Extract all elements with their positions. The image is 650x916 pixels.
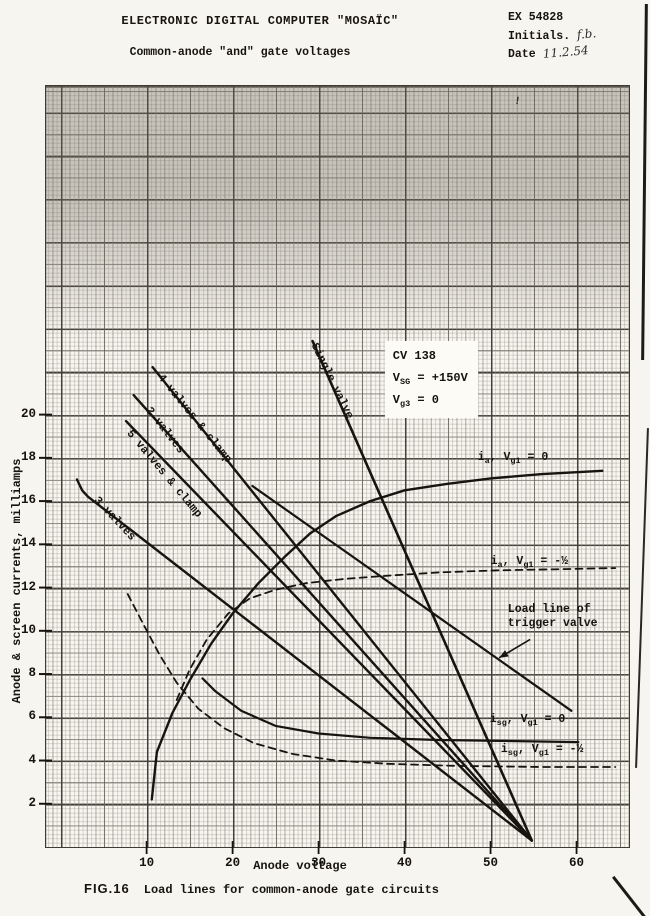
- y-tick-label: 14: [20, 536, 36, 551]
- label-text: = 0: [520, 451, 549, 465]
- label-text: = +150V: [410, 370, 468, 385]
- tube-conditions-label: CV 138 VSG = +150V Vg3 = 0: [384, 341, 478, 419]
- figure-caption: FIG.16 Load lines for common-anode gate c…: [84, 881, 439, 897]
- label-text: = 0: [537, 713, 566, 726]
- label-subscript: g3: [400, 398, 411, 409]
- curve-ia-vg1-0: [150, 469, 604, 801]
- label-text: , V: [506, 713, 528, 726]
- label-text: , V: [489, 451, 511, 465]
- date-row: Date 11.2.54: [508, 43, 596, 64]
- label-text: i: [489, 713, 497, 726]
- label-text: Load line of: [507, 602, 591, 616]
- date-label: Date: [508, 48, 536, 62]
- y-tick-label: 8: [28, 666, 36, 681]
- curve-two-valves: [132, 394, 533, 842]
- corner-pen-stroke: [612, 876, 649, 916]
- label-text: , V: [502, 555, 524, 569]
- y-tick-label: 10: [20, 622, 36, 637]
- initials-row: Initials. f.b.: [508, 25, 597, 46]
- label-subscript: a: [484, 456, 490, 467]
- label-text: = -½: [548, 743, 584, 757]
- x-tick-label: 50: [483, 856, 499, 870]
- label-text: CV 138: [392, 349, 437, 364]
- figure-caption-text: Load lines for common-anode gate circuit…: [143, 883, 439, 897]
- x-tick-label: 30: [311, 856, 327, 870]
- label-subscript: sg: [496, 718, 507, 728]
- x-tick-label: 10: [139, 856, 155, 870]
- curve-five-valves-clamp: [124, 419, 533, 842]
- date-handwriting: 11.2.54: [541, 43, 589, 62]
- trigger-load-line-label: Load line of trigger valve: [508, 603, 598, 632]
- label-text: i: [500, 743, 508, 757]
- trigger-label-arrowhead: [499, 650, 509, 658]
- figure-number: FIG.16: [84, 881, 130, 896]
- label-text: trigger valve: [507, 617, 598, 631]
- initials-label: Initials.: [508, 29, 571, 43]
- label-text: = 0: [410, 392, 440, 407]
- y-tick-label: 4: [28, 752, 36, 767]
- y-axis-title: Anode & screen currents, milliamps: [10, 458, 24, 704]
- load-line-chart: 10 20 30 40 50 60 2 4 6 8 10 12 14 16 18 20 Single valve…: [21, 85, 630, 870]
- label-text: V: [392, 392, 400, 407]
- y-tick-label: 2: [28, 795, 36, 810]
- document-title: ELECTRONIC DIGITAL COMPUTER "MOSAÏC": [121, 14, 399, 28]
- ia-vg1-minus-half-label: ia, Vg1 = -½: [491, 555, 568, 571]
- curve-trigger-load-line: [251, 484, 573, 712]
- label-subscript: g1: [523, 560, 534, 571]
- curve-isg-vg1-0: [201, 677, 580, 744]
- y-tick-label: 16: [20, 493, 36, 508]
- page-edge-line-top: [641, 3, 648, 361]
- label-subscript: SG: [400, 376, 411, 387]
- label-text: i: [490, 555, 498, 569]
- label-subscript: g1: [538, 748, 549, 759]
- x-axis-title: Anode voltage: [253, 859, 347, 873]
- reference-number: EX 54828: [508, 11, 564, 24]
- curve-four-valves-clamp: [151, 365, 533, 842]
- label-text: V: [392, 370, 400, 385]
- label-subscript: g1: [527, 718, 538, 728]
- label-subscript: g1: [510, 456, 521, 467]
- y-tick-label: 20: [20, 406, 36, 421]
- y-tick-label: 18: [20, 449, 36, 464]
- curve-three-valves: [75, 478, 533, 842]
- curve-ia-vg1-minus-half: [175, 567, 617, 701]
- chart-curves-canvas: [39, 339, 617, 854]
- label-text: i: [477, 451, 485, 465]
- y-tick-label: 12: [20, 579, 36, 594]
- isg-vg1-minus-half-label: isg, Vg1 = -½: [501, 743, 584, 759]
- curve-single-valve: [311, 339, 534, 842]
- initials-handwriting: f.b.: [576, 25, 597, 42]
- ia-vg1-0-label: ia, Vg1 = 0: [478, 451, 549, 467]
- x-tick-label: 40: [397, 856, 413, 870]
- label-subscript: sg: [507, 748, 518, 759]
- document-subtitle: Common-anode "and" gate voltages: [129, 46, 351, 59]
- label-text: = -½: [533, 555, 569, 569]
- label-subscript: a: [497, 560, 503, 571]
- page-edge-line-bottom: [635, 428, 649, 768]
- label-text: , V: [518, 743, 539, 757]
- y-tick-label: 6: [28, 709, 36, 724]
- isg-vg1-0-label: isg, Vg1 = 0: [490, 713, 566, 729]
- x-tick-label: 60: [569, 856, 585, 870]
- document-info-block: EX 54828 Initials. f.b. Date 11.2.54: [508, 10, 597, 64]
- x-tick-label: 20: [225, 856, 241, 870]
